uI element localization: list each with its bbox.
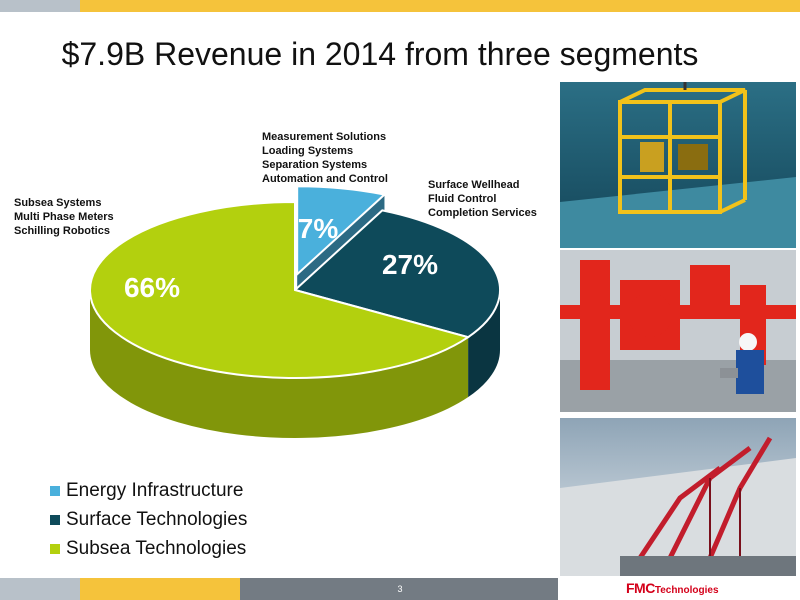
chart-legend: Energy Infrastructure Surface Technologi… bbox=[50, 476, 247, 563]
pie-data-label: 66% bbox=[124, 272, 180, 303]
surface-technologies-callout: Surface Wellhead Fluid Control Completion … bbox=[428, 178, 537, 220]
callout-line: Subsea Systems bbox=[14, 197, 102, 209]
bottom-color-bar bbox=[0, 578, 800, 600]
bottom-bar-dark-segment bbox=[240, 578, 558, 600]
pie-slice-energy-infrastructure bbox=[296, 185, 387, 277]
subsea-technologies-callout: Subsea Systems Multi Phase Meters Schillin… bbox=[14, 196, 114, 238]
callout-line: Schilling Robotics bbox=[14, 225, 110, 237]
legend-item-subsea-technologies: Subsea Technologies bbox=[50, 534, 247, 563]
pie-slice-side bbox=[90, 290, 469, 438]
pie-chart: 7% 27% 66% bbox=[89, 185, 501, 438]
top-color-bar bbox=[0, 0, 800, 12]
legend-swatch bbox=[50, 485, 60, 496]
subsea-equipment-photo bbox=[560, 82, 796, 248]
bottom-bar-gold-segment bbox=[80, 578, 240, 600]
legend-item-surface-technologies: Surface Technologies bbox=[50, 505, 247, 534]
callout-line: Separation Systems bbox=[262, 159, 368, 171]
top-bar-gold-segment bbox=[80, 0, 800, 12]
callout-line: Fluid Control bbox=[428, 193, 497, 205]
legend-item-energy-infrastructure: Energy Infrastructure bbox=[50, 476, 247, 505]
legend-swatch bbox=[50, 514, 60, 525]
page-number: 3 bbox=[397, 584, 403, 594]
pie-data-label: 27% bbox=[382, 249, 438, 280]
pie-slice-subsea-technologies bbox=[89, 200, 471, 379]
legend-swatch bbox=[50, 543, 60, 554]
top-bar-gray-segment bbox=[0, 0, 80, 12]
callout-line: Multi Phase Meters bbox=[14, 211, 114, 223]
callout-line: Completion Services bbox=[428, 207, 537, 219]
logo-mark: FMC bbox=[626, 580, 655, 596]
bottom-bar-gray-segment bbox=[0, 578, 80, 600]
legend-label: Subsea Technologies bbox=[66, 537, 247, 559]
legend-label: Surface Technologies bbox=[66, 508, 248, 530]
pie-slice-surface-technologies bbox=[292, 209, 501, 339]
loading-arms-photo bbox=[560, 418, 796, 576]
callout-line: Loading Systems bbox=[262, 145, 354, 157]
pie-slice-side bbox=[468, 290, 500, 398]
legend-label: Energy Infrastructure bbox=[66, 479, 244, 501]
pie-data-label: 7% bbox=[298, 213, 339, 244]
slide-title: $7.9B Revenue in 2014 from three segment… bbox=[61, 36, 699, 72]
logo-sub: Technologies bbox=[654, 585, 719, 596]
energy-infrastructure-callout: Measurement Solutions Loading Systems Sepa… bbox=[262, 130, 388, 186]
surface-wellhead-photo bbox=[560, 250, 796, 412]
callout-line: Surface Wellhead bbox=[428, 179, 520, 191]
callout-line: Measurement Solutions bbox=[262, 131, 387, 143]
fmc-technologies-logo: FMCTechnologies bbox=[626, 580, 719, 596]
callout-line: Automation and Control bbox=[262, 173, 388, 185]
